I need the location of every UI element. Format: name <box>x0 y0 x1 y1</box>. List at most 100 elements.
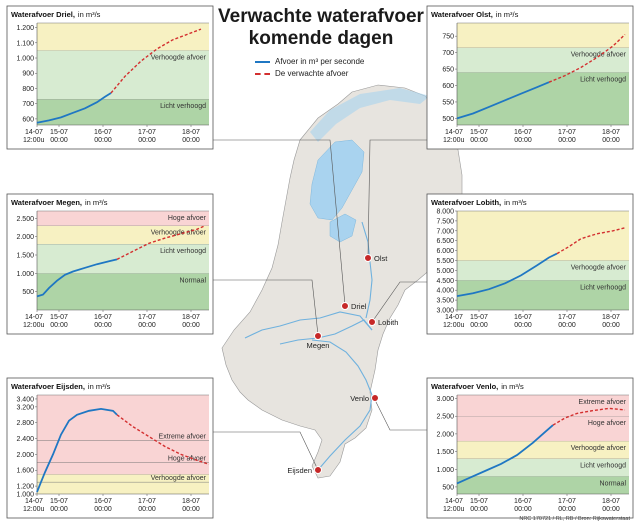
x-tick-label: 18-07 00:00 <box>182 314 200 329</box>
y-tick-label: 550 <box>442 99 454 106</box>
chart-zones: Extreme afvoer Hoge afvoer Verhoogde afvoe… <box>37 394 209 494</box>
zone-label: Hoge afvoer <box>588 420 627 427</box>
chart-zones: Licht verhoogd Verhoogde afvoer <box>457 22 629 125</box>
x-tick-label: 14-07 12:00u <box>23 129 45 144</box>
x-tick-date: 14-07 <box>25 129 43 136</box>
x-tick-date: 18-07 <box>602 129 620 136</box>
x-tick-label: 18-07 00:00 <box>602 498 620 513</box>
x-tick-time: 00:00 <box>138 137 156 144</box>
observed-line <box>456 81 550 120</box>
forecast-line <box>548 33 626 83</box>
x-tick-time: 12:00u <box>23 506 45 513</box>
zone-band <box>457 395 629 417</box>
observed-line <box>456 252 558 297</box>
x-tick-date: 14-07 <box>25 498 43 505</box>
y-tick-label: 600 <box>442 83 454 90</box>
y-tick-label: 700 <box>442 50 454 57</box>
zone-band <box>457 211 629 261</box>
city-markers: Olst Driel Lobith Megen Venlo Eijsden <box>287 254 398 475</box>
city-marker-eijsden <box>314 466 322 474</box>
x-tick-date: 14-07 <box>445 129 463 136</box>
y-tick-label: 3.200 <box>16 404 34 411</box>
chart-title: Waterafvoer Eijsden, in m³/s <box>11 382 111 391</box>
x-tick-label: 14-07 12:00u <box>443 314 465 329</box>
y-tick-label: 2.500 <box>16 216 34 223</box>
zone-label: Verhoogde afvoer <box>151 475 207 482</box>
x-tick-date: 17-07 <box>138 129 156 136</box>
x-tick-time: 00:00 <box>558 137 576 144</box>
x-tick-date: 15-07 <box>470 129 488 136</box>
chart-title-name: Waterafvoer Olst, <box>431 10 493 19</box>
zone-band <box>457 416 629 441</box>
y-tick-label: 8.000 <box>436 209 454 216</box>
zone-band <box>457 476 629 494</box>
x-tick-date: 15-07 <box>50 498 68 505</box>
y-tick-label: 1.200 <box>16 25 34 32</box>
x-tick-date: 14-07 <box>445 314 463 321</box>
x-tick-time: 00:00 <box>514 506 532 513</box>
leader-lines <box>213 139 427 471</box>
x-tick-date: 15-07 <box>470 498 488 505</box>
x-tick-date: 18-07 <box>182 129 200 136</box>
legend-observed-swatch <box>255 61 270 63</box>
x-tick-date: 15-07 <box>50 314 68 321</box>
city-label-eijsden: Eijsden <box>287 466 312 475</box>
x-tick-label: 18-07 00:00 <box>602 129 620 144</box>
chart-title-unit: in m³/s <box>496 10 519 19</box>
forecast-line <box>116 414 210 465</box>
zone-label: Hoge afvoer <box>168 455 207 462</box>
chart-title-name: Waterafvoer Lobith, <box>431 198 501 207</box>
y-tick-label: 900 <box>22 71 34 78</box>
zone-band <box>457 280 629 310</box>
chart-venlo: Waterafvoer Venlo, in m³/s Normaal Licht ve… <box>426 377 634 519</box>
y-tick-label: 3.000 <box>436 308 454 315</box>
x-tick-label: 17-07 00:00 <box>558 498 576 513</box>
x-tick-label: 14-07 12:00u <box>443 498 465 513</box>
y-tick-label: 5.000 <box>436 268 454 275</box>
chart-title: Waterafvoer Driel, in m³/s <box>11 10 101 19</box>
zone-label: Verhoogde afvoer <box>571 265 627 272</box>
y-tick-label: 1.100 <box>16 40 34 47</box>
zone-label: Verhoogde afvoer <box>151 230 207 237</box>
x-tick-label: 15-07 00:00 <box>470 314 488 329</box>
x-tick-label: 16-07 00:00 <box>94 129 112 144</box>
observed-line <box>36 407 118 493</box>
y-tick-label: 650 <box>442 67 454 74</box>
x-tick-label: 18-07 00:00 <box>182 498 200 513</box>
x-tick-date: 17-07 <box>558 498 576 505</box>
y-tick-label: 1.500 <box>436 449 454 456</box>
x-tick-time: 12:00u <box>23 137 45 144</box>
x-tick-time: 12:00u <box>443 322 465 329</box>
chart-title: Waterafvoer Olst, in m³/s <box>431 10 519 19</box>
y-tick-label: 3.500 <box>436 298 454 305</box>
y-tick-label: 800 <box>22 86 34 93</box>
zone-label: Normaal <box>600 480 627 487</box>
zone-band <box>457 72 629 125</box>
x-tick-time: 00:00 <box>94 137 112 144</box>
map-ijsselmeer <box>309 139 365 221</box>
x-tick-time: 00:00 <box>602 506 620 513</box>
zone-band <box>37 273 209 310</box>
chart-zones: Normaal Licht verhoogd Verhoogde afvoer Hog… <box>457 394 629 494</box>
y-tick-label: 2.800 <box>16 420 34 427</box>
x-tick-label: 15-07 00:00 <box>470 129 488 144</box>
city-label-lobith: Lobith <box>378 318 398 327</box>
y-tick-label: 1.000 <box>16 271 34 278</box>
y-tick-label: 5.500 <box>436 258 454 265</box>
y-tick-label: 3.400 <box>16 396 34 403</box>
y-tick-label: 2.000 <box>16 234 34 241</box>
chart-zones: Normaal Licht verhoogd Verhoogde afvoer Hog… <box>37 210 209 310</box>
x-tick-time: 00:00 <box>94 322 112 329</box>
city-marker-driel <box>341 302 349 310</box>
x-tick-label: 17-07 00:00 <box>138 129 156 144</box>
y-axis: 500 550 600 650 700 750 <box>442 23 458 125</box>
zone-band <box>457 47 629 73</box>
x-tick-date: 16-07 <box>94 129 112 136</box>
x-tick-time: 00:00 <box>602 137 620 144</box>
x-tick-date: 16-07 <box>514 129 532 136</box>
chart-title-name: Waterafvoer Venlo, <box>431 382 498 391</box>
x-tick-time: 00:00 <box>514 137 532 144</box>
x-tick-label: 17-07 00:00 <box>558 314 576 329</box>
main-title-line2: komende dagen <box>248 28 394 49</box>
